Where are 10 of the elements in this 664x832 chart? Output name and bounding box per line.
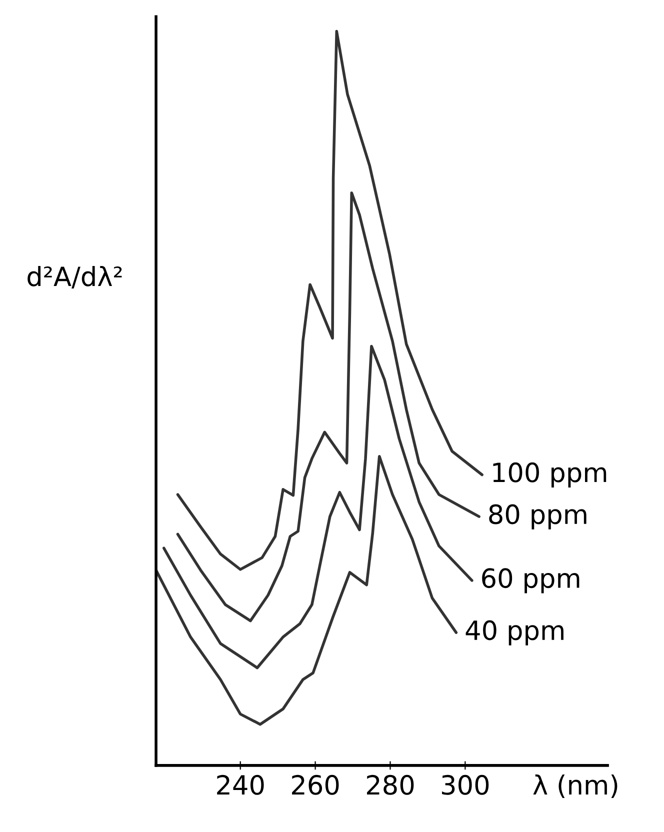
series-label: 40 ppm	[466, 620, 564, 646]
x-tick-label: 280	[366, 774, 414, 795]
x-tick-label: 240	[217, 774, 264, 795]
y-axis-title: d²A/dλ²	[28, 266, 122, 288]
x-tick-label: 300	[442, 774, 489, 795]
x-axis-title: λ (nm)	[533, 774, 618, 798]
series-label: 100 ppm	[493, 462, 606, 488]
series-label: 60 ppm	[482, 568, 580, 594]
x-tick-label: 260	[292, 774, 339, 795]
series-label: 80 ppm	[489, 504, 586, 530]
